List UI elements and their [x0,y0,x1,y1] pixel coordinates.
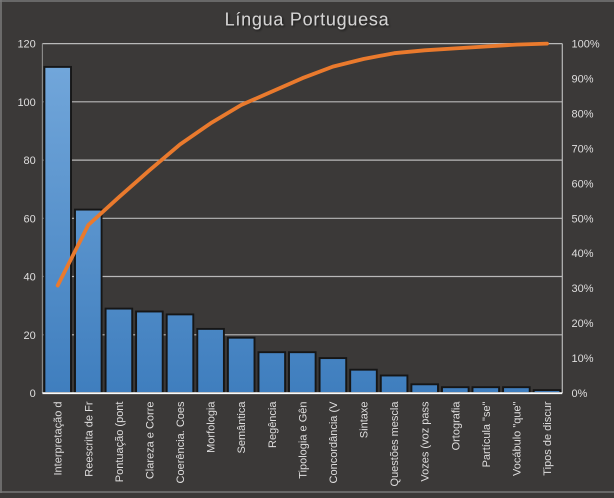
svg-text:Ortografia: Ortografia [450,401,462,451]
svg-text:80%: 80% [572,109,594,121]
svg-text:60: 60 [24,213,36,225]
svg-text:60%: 60% [572,178,594,190]
svg-text:70%: 70% [572,143,594,155]
svg-text:90%: 90% [572,74,594,86]
svg-text:40%: 40% [572,248,594,260]
svg-text:Reescrita de Fr: Reescrita de Fr [83,401,95,477]
svg-text:Coerência. Coes: Coerência. Coes [175,401,187,483]
svg-text:Regência: Regência [267,401,279,448]
svg-text:Língua Portuguesa: Língua Portuguesa [225,9,390,29]
svg-text:120: 120 [17,39,35,51]
svg-text:10%: 10% [572,353,594,365]
svg-text:Pontuação (pont: Pontuação (pont [114,402,126,483]
svg-text:0: 0 [30,388,36,400]
svg-text:Questões mescla: Questões mescla [389,401,401,487]
svg-text:100: 100 [17,97,35,109]
svg-text:Partícula "se": Partícula "se" [481,401,493,467]
svg-text:Concordância (V: Concordância (V [328,401,340,484]
svg-text:Tipologia e Gên: Tipologia e Gên [297,402,309,479]
svg-text:0%: 0% [572,388,588,400]
svg-text:100%: 100% [572,39,600,51]
svg-text:Vocábulo "que": Vocábulo "que" [511,401,523,476]
svg-text:Tipos de discur: Tipos de discur [542,401,554,476]
svg-text:Vozes (voz pass: Vozes (voz pass [420,401,432,482]
svg-text:30%: 30% [572,283,594,295]
svg-text:50%: 50% [572,213,594,225]
svg-text:20%: 20% [572,318,594,330]
svg-text:Clareza e Corre: Clareza e Corre [144,402,156,480]
svg-text:Semântica: Semântica [236,401,248,454]
svg-text:40: 40 [24,272,36,284]
svg-text:Sintaxe: Sintaxe [359,402,371,439]
svg-text:Morfologia: Morfologia [206,401,218,453]
svg-text:80: 80 [24,155,36,167]
svg-text:Interpretação d: Interpretação d [53,402,65,476]
svg-text:20: 20 [24,330,36,342]
